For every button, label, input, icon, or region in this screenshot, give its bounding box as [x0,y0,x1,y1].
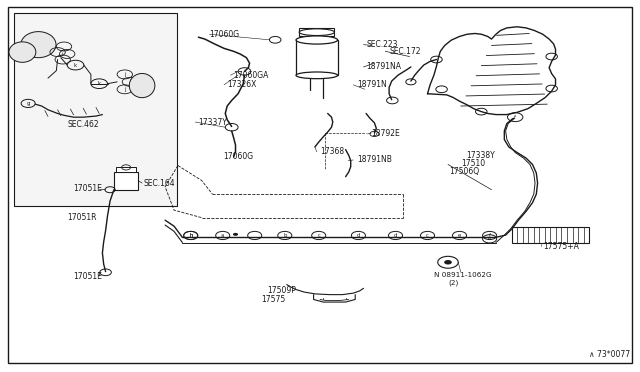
Text: 17338Y: 17338Y [466,151,495,160]
Text: ∧ 73*0077: ∧ 73*0077 [589,350,630,359]
Ellipse shape [20,32,56,58]
Text: SEC.164: SEC.164 [144,179,175,187]
Ellipse shape [129,74,155,97]
Text: 17060G: 17060G [223,153,253,161]
Text: 17051E: 17051E [74,185,102,193]
Bar [14,13,177,206]
Text: b: b [283,233,287,238]
Text: k: k [97,81,101,86]
Text: 17506Q: 17506Q [449,167,479,176]
Text: 17337Y: 17337Y [198,118,227,126]
Text: 17509P: 17509P [268,286,296,295]
Text: SEC.223: SEC.223 [366,40,397,49]
Text: 17510: 17510 [461,159,485,168]
Text: h: h [189,233,193,238]
Circle shape [444,260,452,264]
Ellipse shape [300,29,335,35]
Text: d: d [356,233,360,238]
Text: e: e [488,236,492,241]
Text: N 08911-1062G: N 08911-1062G [434,272,492,278]
Text: i: i [129,79,131,84]
Text: 18791NB: 18791NB [357,155,392,164]
Bar [116,167,136,172]
Bar [300,28,335,36]
Circle shape [233,233,238,236]
Text: f: f [515,115,516,120]
Text: e: e [458,233,461,238]
Bar [114,172,138,190]
Ellipse shape [296,36,338,44]
Text: c: c [426,233,429,238]
Text: 17575+A: 17575+A [543,242,579,251]
Text: j: j [124,72,125,77]
Text: 18791N: 18791N [357,80,387,89]
Text: 17060GA: 17060GA [234,71,269,80]
Text: 18792E: 18792E [371,129,400,138]
Text: d: d [394,233,397,238]
Text: 17575: 17575 [261,295,285,304]
Text: i: i [62,52,63,57]
Text: SEC.462: SEC.462 [67,120,99,129]
Text: h: h [189,233,193,238]
Text: (2): (2) [448,279,458,286]
Text: 17326X: 17326X [227,80,257,89]
Ellipse shape [296,72,338,78]
Text: j: j [124,87,125,92]
Text: 18791NA: 18791NA [366,62,401,71]
Bar [512,227,589,244]
Text: 17368: 17368 [320,147,344,156]
Text: SEC.172: SEC.172 [389,47,420,56]
Text: a: a [221,233,225,238]
Text: 17051E: 17051E [74,272,102,280]
Bar [296,40,338,75]
Text: c: c [317,233,320,238]
Text: g: g [26,101,30,106]
Ellipse shape [9,42,36,62]
Text: 17060G: 17060G [209,30,239,39]
Text: k: k [74,62,77,68]
Text: f: f [489,233,490,238]
Text: 17051R: 17051R [67,213,97,222]
